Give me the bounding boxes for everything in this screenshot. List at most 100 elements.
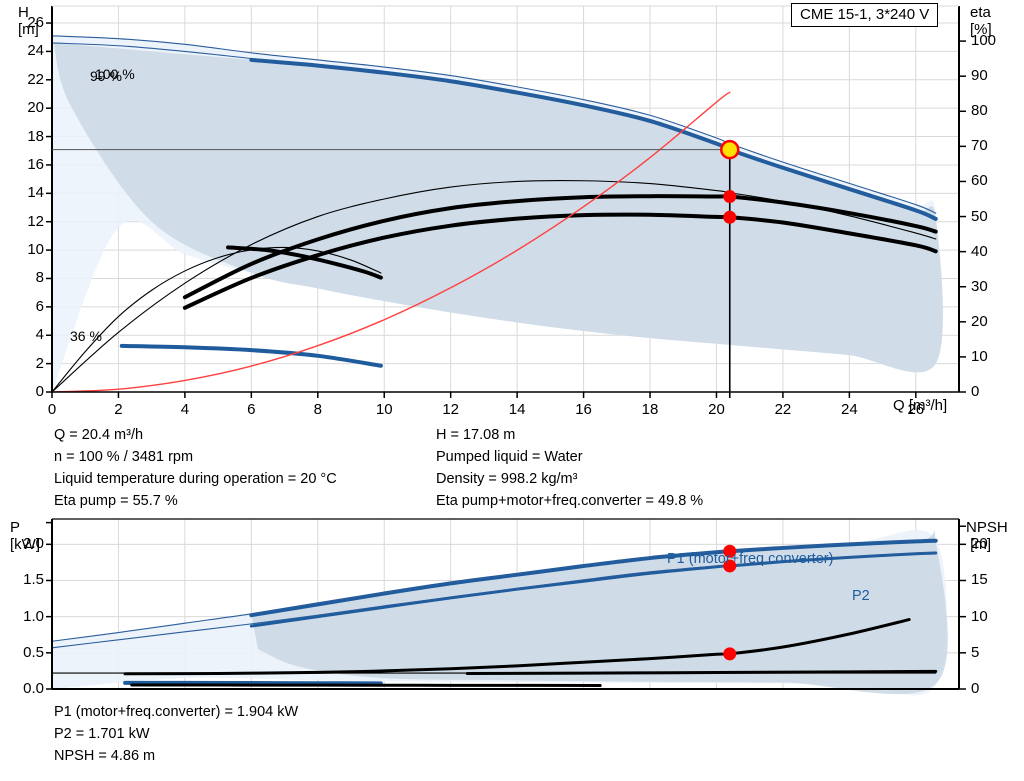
- top-y-tick-18: 18: [27, 127, 44, 145]
- top-curves: [51, 35, 938, 393]
- info-density: Density = 998.2 kg/m³: [436, 471, 578, 487]
- top-y2-tick-70: 70: [971, 137, 988, 155]
- top-x-axis-title: Q [m³/h]: [893, 397, 948, 414]
- power-npsh-chart: [46, 518, 966, 696]
- curve-5: [182, 194, 938, 300]
- curve-1: [51, 35, 937, 214]
- top-y2-tick-30: 30: [971, 277, 988, 295]
- top-x-tick-10: 10: [375, 401, 393, 418]
- p1-curve-label: P1 (motor+freq.converter): [667, 551, 834, 567]
- info-liquid: Pumped liquid = Water: [436, 449, 583, 465]
- info-liqtemp: Liquid temperature during operation = 20…: [54, 471, 337, 487]
- top-y-tick-16: 16: [27, 155, 44, 173]
- top-y-tick-20: 20: [27, 99, 44, 117]
- duty-point-marker[interactable]: [720, 139, 740, 160]
- top-x-tick-4: 4: [180, 401, 190, 418]
- top-y2-tick-90: 90: [971, 67, 988, 85]
- speed-label-100: 100 %: [95, 66, 135, 82]
- top-y-tick-24: 24: [27, 42, 44, 60]
- bottom-y-tick-0.5: 0.5: [23, 643, 44, 661]
- top-y-tick-2: 2: [35, 354, 44, 372]
- duty-dot-eta-pump: [723, 190, 737, 204]
- top-y2-tick-60: 60: [971, 172, 988, 190]
- info-etatotal: Eta pump+motor+freq.converter = 49.8 %: [436, 493, 704, 509]
- curve-6: [123, 618, 911, 676]
- top-x-tick-2: 2: [114, 401, 123, 418]
- top-y-tick-6: 6: [35, 297, 44, 315]
- pump-title-box: CME 15-1, 3*240 V: [791, 3, 939, 27]
- bottom-y2-tick-10: 10: [971, 607, 988, 625]
- info-p1: P1 (motor+freq.converter) = 1.904 kW: [54, 704, 299, 720]
- bottom-y2-tick-20: 20: [971, 535, 988, 553]
- curve-2: [249, 551, 938, 628]
- top-x-tick-8: 8: [313, 401, 322, 418]
- duty-dot-eta-total: [723, 210, 737, 224]
- curve-1: [51, 539, 937, 642]
- curve-0: [249, 538, 938, 618]
- info-npsh: NPSH = 4.86 m: [54, 748, 156, 764]
- curve-8: [226, 245, 383, 280]
- top-y2-tick-100: 100: [971, 32, 997, 50]
- curve-4: [123, 680, 383, 686]
- curve-9: [51, 91, 731, 393]
- top-y-tick-14: 14: [27, 184, 44, 202]
- curve-6: [182, 212, 938, 310]
- top-x-tick-18: 18: [641, 401, 659, 418]
- top-y-tick-4: 4: [35, 326, 44, 344]
- bottom-y2-tick-0: 0: [971, 680, 980, 697]
- top-y2-tick-0: 0: [971, 383, 980, 400]
- top-y-right-axis-title: eta [%]: [970, 4, 992, 38]
- top-x-tick-24: 24: [841, 401, 858, 418]
- top-y2-tick-40: 40: [971, 242, 988, 260]
- curve-8: [465, 669, 938, 675]
- top-y2-tick-50: 50: [971, 207, 988, 225]
- bottom-y-tick-2.0: 2.0: [23, 535, 44, 553]
- p2-curve-label: P2: [852, 588, 870, 604]
- info-h: H = 17.08 m: [436, 427, 516, 443]
- info-p2: P2 = 1.701 kW: [54, 726, 150, 742]
- bottom-y-tick-1.0: 1.0: [23, 607, 44, 625]
- top-y-left-axis-title: H [m]: [18, 4, 39, 38]
- bottom-y-left-axis-title: P [kW]: [10, 519, 40, 553]
- top-y2-tick-20: 20: [971, 312, 988, 330]
- bottom-y2-tick-5: 5: [971, 643, 980, 661]
- top-x-tick-16: 16: [575, 401, 592, 418]
- bottom-y2-tick-15: 15: [971, 571, 988, 589]
- envelope-dark: [251, 530, 948, 695]
- top-duty-markers: [52, 139, 740, 398]
- bottom-y-tick-0.0: 0.0: [23, 680, 44, 697]
- bottom-curves: [51, 538, 938, 687]
- bottom-duty-markers: [723, 544, 737, 661]
- top-x-tick-0: 0: [47, 401, 57, 418]
- curve-3: [51, 551, 937, 649]
- top-x-tick-14: 14: [508, 401, 526, 418]
- top-x-tick-12: 12: [442, 401, 460, 418]
- top-y2-tick-80: 80: [971, 102, 988, 120]
- top-envelope: [52, 35, 943, 393]
- top-x-tick-6: 6: [247, 401, 256, 418]
- envelope-dark: [53, 42, 943, 373]
- top-x-tick-20: 20: [708, 401, 725, 418]
- top-y-tick-8: 8: [35, 269, 44, 287]
- speed-label-99: 99 %: [90, 68, 122, 84]
- bottom-y-right-axis-title: NPSH [m]: [966, 519, 1008, 553]
- speed-label-36: 36 %: [70, 328, 102, 344]
- bottom-y-tick-1.5: 1.5: [23, 571, 44, 589]
- top-y-tick-10: 10: [27, 241, 44, 259]
- top-x-tick-22: 22: [774, 401, 792, 418]
- top-x-tick-26: 26: [907, 401, 925, 418]
- head-efficiency-chart: [46, 5, 966, 398]
- curve-2: [51, 42, 937, 220]
- curve-7: [51, 246, 382, 393]
- top-y2-tick-10: 10: [971, 347, 988, 365]
- info-q: Q = 20.4 m³/h: [54, 427, 144, 443]
- duty-dot-p2: [723, 559, 737, 573]
- info-speed: n = 100 % / 3481 rpm: [54, 449, 194, 465]
- bottom-axes: [46, 518, 966, 690]
- duty-dot-p1: [723, 544, 737, 558]
- curve-3: [119, 343, 383, 368]
- duty-dot-npsh: [723, 647, 737, 661]
- top-y-tick-12: 12: [27, 212, 44, 230]
- info-etapump: Eta pump = 55.7 %: [54, 493, 178, 509]
